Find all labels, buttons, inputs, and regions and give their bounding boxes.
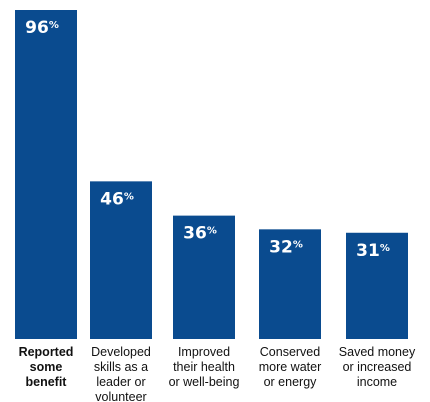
bar-1 — [90, 181, 152, 339]
category-label-3: Conserved more water or energy — [259, 345, 322, 389]
bar-3 — [259, 229, 321, 339]
bar-value-label-4: 31% — [356, 241, 390, 261]
bar-value-label-0: 96% — [25, 18, 59, 38]
category-label-4: Saved money or increased income — [339, 345, 416, 389]
bar-value-label-3: 32% — [269, 237, 303, 257]
bar-value-label-2: 36% — [183, 224, 217, 244]
category-label-0: Reported some benefit — [19, 345, 74, 389]
bar-value-label-1: 46% — [100, 189, 134, 209]
bar-0 — [15, 10, 77, 339]
category-label-1: Developed skills as a leader or volunteer — [91, 345, 151, 402]
bar-4 — [346, 232, 408, 339]
category-label-2: Improved their health or well-being — [169, 345, 240, 389]
bar-2 — [173, 215, 235, 339]
